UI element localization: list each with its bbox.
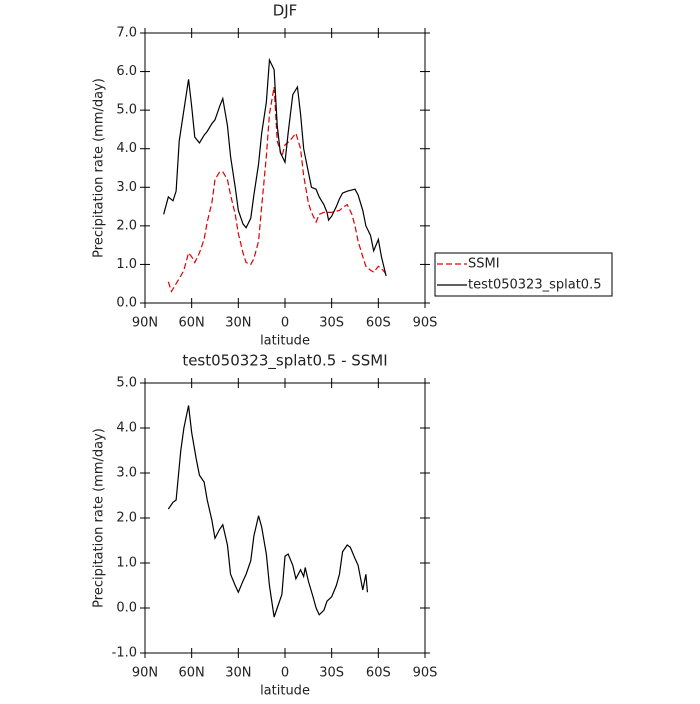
x-tick-label: 60S xyxy=(366,316,391,331)
y-tick-label: 4.0 xyxy=(116,421,137,436)
x-tick-label: 60N xyxy=(179,666,205,681)
x-tick-label: 90N xyxy=(132,666,158,681)
x-tick-label: 30N xyxy=(225,666,251,681)
legend-label: test050323_splat0.5 xyxy=(468,278,601,293)
y-tick-label: 7.0 xyxy=(116,26,137,41)
x-tick-label: 90S xyxy=(413,316,438,331)
y-tick-label: 2.0 xyxy=(116,218,137,233)
legend-box xyxy=(434,252,613,297)
y-tick-label: 3.0 xyxy=(116,180,137,195)
x-tick-label: 60S xyxy=(366,666,391,681)
y-tick-label: 2.0 xyxy=(116,511,137,526)
y-tick-label: 4.0 xyxy=(116,141,137,156)
chart-title: test050323_splat0.5 - SSMI xyxy=(182,352,387,371)
y-tick-label: -1.0 xyxy=(112,646,137,661)
x-tick-label: 60N xyxy=(179,316,205,331)
y-tick-label: 0.0 xyxy=(116,296,137,311)
x-tick-label: 90S xyxy=(413,666,438,681)
legend-label: SSMI xyxy=(468,257,500,272)
y-axis-label: Precipitation rate (mm/day) xyxy=(92,428,107,608)
y-tick-label: 6.0 xyxy=(116,64,137,79)
y-tick-label: 1.0 xyxy=(116,556,137,571)
x-axis-label: latitude xyxy=(260,334,310,349)
y-tick-label: 1.0 xyxy=(116,257,137,272)
y-tick-label: 5.0 xyxy=(116,103,137,118)
x-tick-label: 30S xyxy=(319,666,344,681)
data-line xyxy=(167,405,369,618)
chart-title: DJF xyxy=(273,2,298,20)
x-tick-label: 90N xyxy=(132,316,158,331)
data-line xyxy=(163,57,387,277)
y-tick-label: 0.0 xyxy=(116,601,137,616)
plot-frame xyxy=(144,382,426,654)
data-line xyxy=(167,86,387,293)
y-axis-label: Precipitation rate (mm/day) xyxy=(92,78,107,258)
x-tick-label: 0 xyxy=(281,316,289,331)
x-tick-label: 30N xyxy=(225,316,251,331)
y-tick-label: 5.0 xyxy=(116,376,137,391)
x-tick-label: 0 xyxy=(281,666,289,681)
x-axis-label: latitude xyxy=(260,684,310,699)
y-tick-label: 3.0 xyxy=(116,466,137,481)
x-tick-label: 30S xyxy=(319,316,344,331)
